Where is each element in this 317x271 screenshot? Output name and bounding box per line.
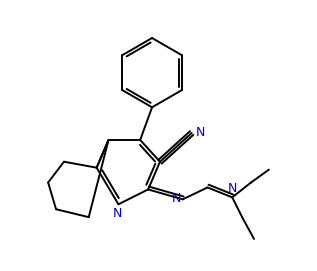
Text: N: N xyxy=(196,125,205,138)
Text: N: N xyxy=(113,207,122,220)
Text: N: N xyxy=(171,192,181,205)
Text: N: N xyxy=(228,182,237,195)
